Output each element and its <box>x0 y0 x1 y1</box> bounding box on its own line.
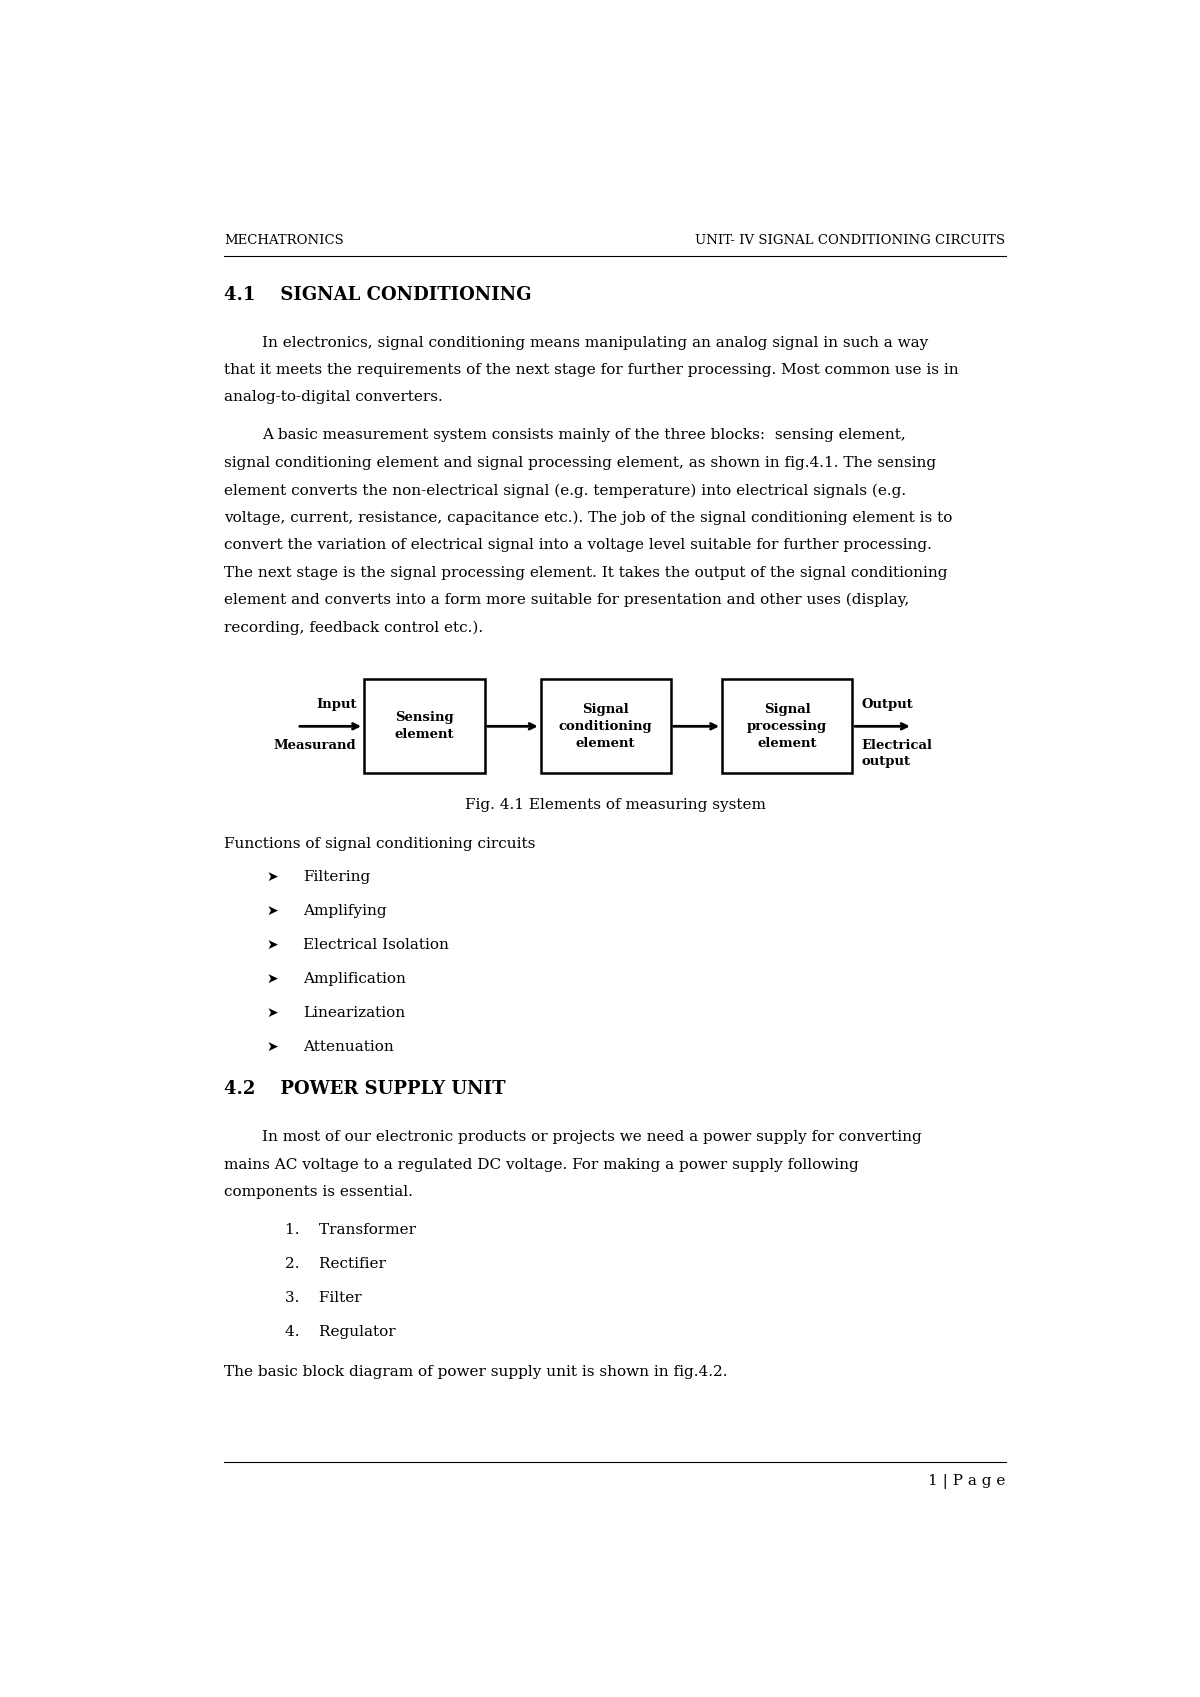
Text: 4.    Regulator: 4. Regulator <box>284 1325 396 1339</box>
Text: element converts the non-electrical signal (e.g. temperature) into electrical si: element converts the non-electrical sign… <box>224 484 906 497</box>
Text: ➤: ➤ <box>266 1040 278 1054</box>
Text: analog-to-digital converters.: analog-to-digital converters. <box>224 390 443 404</box>
Text: recording, feedback control etc.).: recording, feedback control etc.). <box>224 621 484 635</box>
Text: 2.    Rectifier: 2. Rectifier <box>284 1257 385 1271</box>
Text: Functions of signal conditioning circuits: Functions of signal conditioning circuit… <box>224 837 535 852</box>
Text: The basic block diagram of power supply unit is shown in fig.4.2.: The basic block diagram of power supply … <box>224 1366 728 1380</box>
Bar <box>540 679 671 774</box>
Text: A basic measurement system consists mainly of the three blocks:  sensing element: A basic measurement system consists main… <box>262 428 905 443</box>
Text: Output: Output <box>862 697 913 711</box>
Bar <box>722 679 852 774</box>
Text: Amplification: Amplification <box>304 972 407 986</box>
Text: In electronics, signal conditioning means manipulating an analog signal in such : In electronics, signal conditioning mean… <box>262 336 928 350</box>
Text: ➤: ➤ <box>266 905 278 918</box>
Text: Amplifying: Amplifying <box>304 905 388 918</box>
Text: 4.1    SIGNAL CONDITIONING: 4.1 SIGNAL CONDITIONING <box>224 287 532 304</box>
Text: MECHATRONICS: MECHATRONICS <box>224 234 344 246</box>
Text: Electrical
output: Electrical output <box>862 740 932 769</box>
Text: convert the variation of electrical signal into a voltage level suitable for fur: convert the variation of electrical sign… <box>224 538 932 552</box>
Text: In most of our electronic products or projects we need a power supply for conver: In most of our electronic products or pr… <box>262 1130 922 1144</box>
Text: Electrical Isolation: Electrical Isolation <box>304 938 449 952</box>
Text: element and converts into a form more suitable for presentation and other uses (: element and converts into a form more su… <box>224 592 910 608</box>
Text: mains AC voltage to a regulated DC voltage. For making a power supply following: mains AC voltage to a regulated DC volta… <box>224 1157 859 1171</box>
Text: 1 | P a g e: 1 | P a g e <box>929 1473 1006 1488</box>
Text: Signal
processing
element: Signal processing element <box>746 703 827 750</box>
Text: Input: Input <box>316 697 356 711</box>
Text: ➤: ➤ <box>266 1006 278 1020</box>
Text: Linearization: Linearization <box>304 1006 406 1020</box>
Text: ➤: ➤ <box>266 938 278 952</box>
Text: 3.    Filter: 3. Filter <box>284 1291 361 1305</box>
Text: Filtering: Filtering <box>304 871 371 884</box>
Text: Sensing
element: Sensing element <box>395 711 454 742</box>
Text: that it meets the requirements of the next stage for further processing. Most co: that it meets the requirements of the ne… <box>224 363 959 377</box>
Text: Fig. 4.1 Elements of measuring system: Fig. 4.1 Elements of measuring system <box>464 798 766 813</box>
Text: 1.    Transformer: 1. Transformer <box>284 1224 416 1237</box>
Text: 4.2    POWER SUPPLY UNIT: 4.2 POWER SUPPLY UNIT <box>224 1081 506 1098</box>
Text: signal conditioning element and signal processing element, as shown in fig.4.1. : signal conditioning element and signal p… <box>224 456 936 470</box>
Text: The next stage is the signal processing element. It takes the output of the sign: The next stage is the signal processing … <box>224 565 948 580</box>
Text: Signal
conditioning
element: Signal conditioning element <box>559 703 653 750</box>
Text: ➤: ➤ <box>266 871 278 884</box>
Text: Measurand: Measurand <box>274 740 356 752</box>
Text: Attenuation: Attenuation <box>304 1040 395 1054</box>
Text: voltage, current, resistance, capacitance etc.). The job of the signal condition: voltage, current, resistance, capacitanc… <box>224 511 953 524</box>
Text: components is essential.: components is essential. <box>224 1185 413 1200</box>
Text: ➤: ➤ <box>266 972 278 986</box>
Text: UNIT- IV SIGNAL CONDITIONING CIRCUITS: UNIT- IV SIGNAL CONDITIONING CIRCUITS <box>696 234 1006 246</box>
Bar <box>364 679 485 774</box>
